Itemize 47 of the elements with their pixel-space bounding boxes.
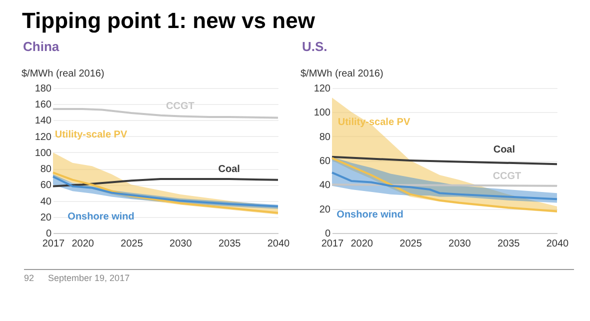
y-tick-label: 120	[314, 84, 331, 94]
y-tick-label: 0	[324, 228, 331, 240]
x-tick-label: 2040	[267, 238, 290, 250]
y-tick-label: 40	[40, 196, 52, 208]
y-tick-label: 100	[314, 108, 331, 119]
y-tick-label: 20	[319, 204, 331, 216]
y-tick-label: 100	[34, 148, 52, 159]
y-axis-title: $/MWh (real 2016)	[300, 68, 384, 80]
x-tick-label: 2025	[120, 238, 144, 250]
series-label: CCGT	[166, 101, 194, 112]
y-tick-label: 40	[319, 180, 331, 192]
y-tick-label: 60	[40, 180, 52, 192]
x-tick-label: 2020	[72, 238, 94, 250]
series-label: Coal	[493, 144, 516, 156]
x-tick-label: 2020	[350, 238, 374, 250]
y-tick-label: 20	[40, 212, 52, 224]
y-tick-label: 180	[34, 84, 52, 94]
line-series	[52, 178, 279, 188]
chart-subtitle: China	[23, 39, 60, 54]
chart-title: U.S.	[302, 39, 328, 54]
text: Utility-scale PV	[54, 130, 128, 141]
chart-title: Tipping point 1: new vs new	[22, 8, 316, 34]
text: Onshore wind	[336, 210, 404, 221]
line-series	[52, 108, 279, 119]
y-tick-label: 60	[319, 156, 331, 167]
x-tick-label: 2040	[546, 238, 570, 250]
y-tick-label: 80	[40, 164, 52, 176]
y-tick-label: 80	[319, 132, 331, 143]
x-tick-label: 2030	[448, 238, 472, 250]
series-label: CCGT	[492, 170, 522, 182]
y-tick-label: 160	[34, 100, 52, 111]
line-series	[331, 156, 558, 166]
x-tick-label: 2017	[42, 238, 66, 250]
x-tick-label: 2030	[170, 238, 192, 250]
x-tick-label: 2017	[321, 238, 344, 250]
series-label: Coal	[218, 164, 240, 176]
y-tick-label: 0	[46, 228, 52, 240]
y-axis-title: $/MWh (real 2016)	[22, 68, 104, 80]
text: September 19, 2017	[48, 273, 130, 283]
series-label: Onshore wind	[68, 212, 134, 223]
x-tick-label: 2035	[497, 238, 520, 250]
text: 92	[24, 273, 34, 283]
line-series	[331, 172, 558, 200]
y-tick-label: 120	[34, 132, 52, 143]
x-tick-label: 2025	[400, 238, 422, 250]
x-tick-label: 2035	[218, 238, 242, 250]
y-tick-label: 140	[34, 116, 52, 127]
